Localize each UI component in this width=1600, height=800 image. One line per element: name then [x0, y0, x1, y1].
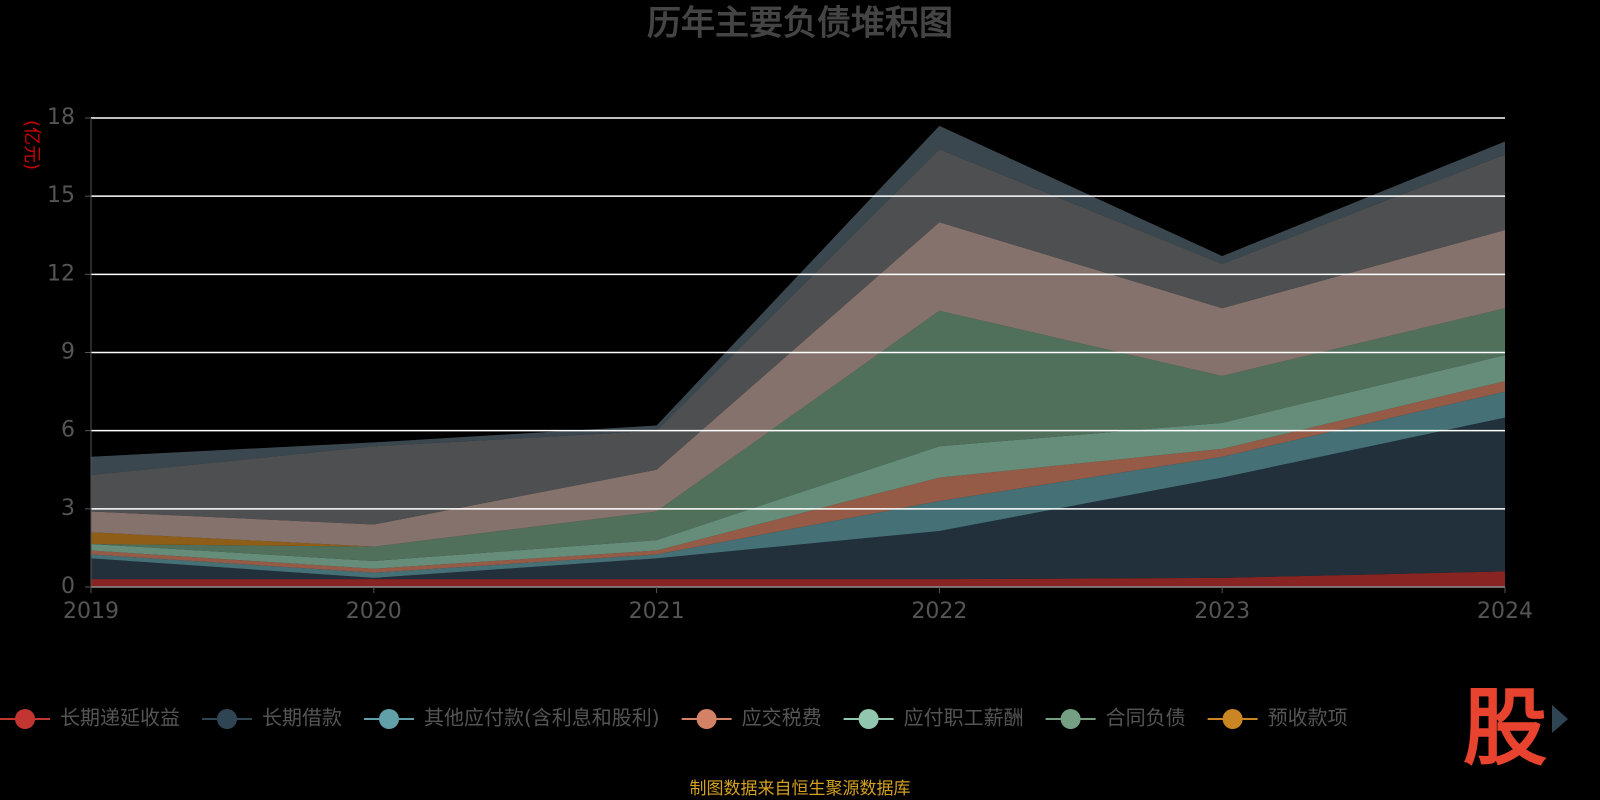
chart-title: 历年主要负债堆积图	[647, 4, 953, 44]
y-tick-label: 18	[47, 105, 75, 130]
x-tick-label: 2019	[63, 599, 119, 624]
legend-marker	[379, 709, 399, 729]
source-note: 制图数据来自恒生聚源数据库	[690, 779, 911, 799]
x-tick-label: 2024	[1477, 599, 1533, 624]
y-tick-label: 15	[47, 183, 75, 208]
legend-marker	[217, 709, 237, 729]
y-tick-label: 0	[61, 574, 75, 599]
legend-marker	[15, 709, 35, 729]
unit-label: (亿元)	[21, 120, 42, 170]
y-tick-label: 6	[61, 418, 75, 443]
legend-marker	[696, 709, 717, 729]
y-tick-label: 3	[61, 496, 75, 521]
legend-marker	[1222, 709, 1243, 729]
legend-label: 应付职工薪酬	[904, 706, 1024, 730]
legend-marker	[1060, 709, 1081, 729]
area	[91, 391, 1505, 578]
x-tick-label: 2021	[629, 599, 685, 624]
legend-label: 合同负债	[1106, 706, 1186, 730]
legend-marker	[858, 709, 879, 729]
area	[91, 417, 1505, 580]
legend-label: 其他应付款(含利息和股利)	[424, 706, 660, 730]
x-tick-label: 2023	[1194, 599, 1250, 624]
x-tick-label: 2022	[911, 599, 967, 624]
legend-label: 长期递延收益	[60, 706, 180, 730]
x-tick-label: 2020	[346, 599, 402, 624]
y-tick-label: 9	[61, 340, 75, 365]
areas	[91, 125, 1505, 587]
watermark: 股	[1463, 679, 1547, 777]
legend-arrow	[1552, 705, 1568, 733]
legend-label: 长期借款	[262, 706, 342, 730]
area	[91, 308, 1505, 561]
legend-label: 应交税费	[742, 706, 822, 730]
area	[91, 149, 1505, 525]
area	[91, 222, 1505, 547]
y-tick-label: 12	[47, 261, 75, 286]
legend-label: 预收款项	[1268, 706, 1348, 730]
